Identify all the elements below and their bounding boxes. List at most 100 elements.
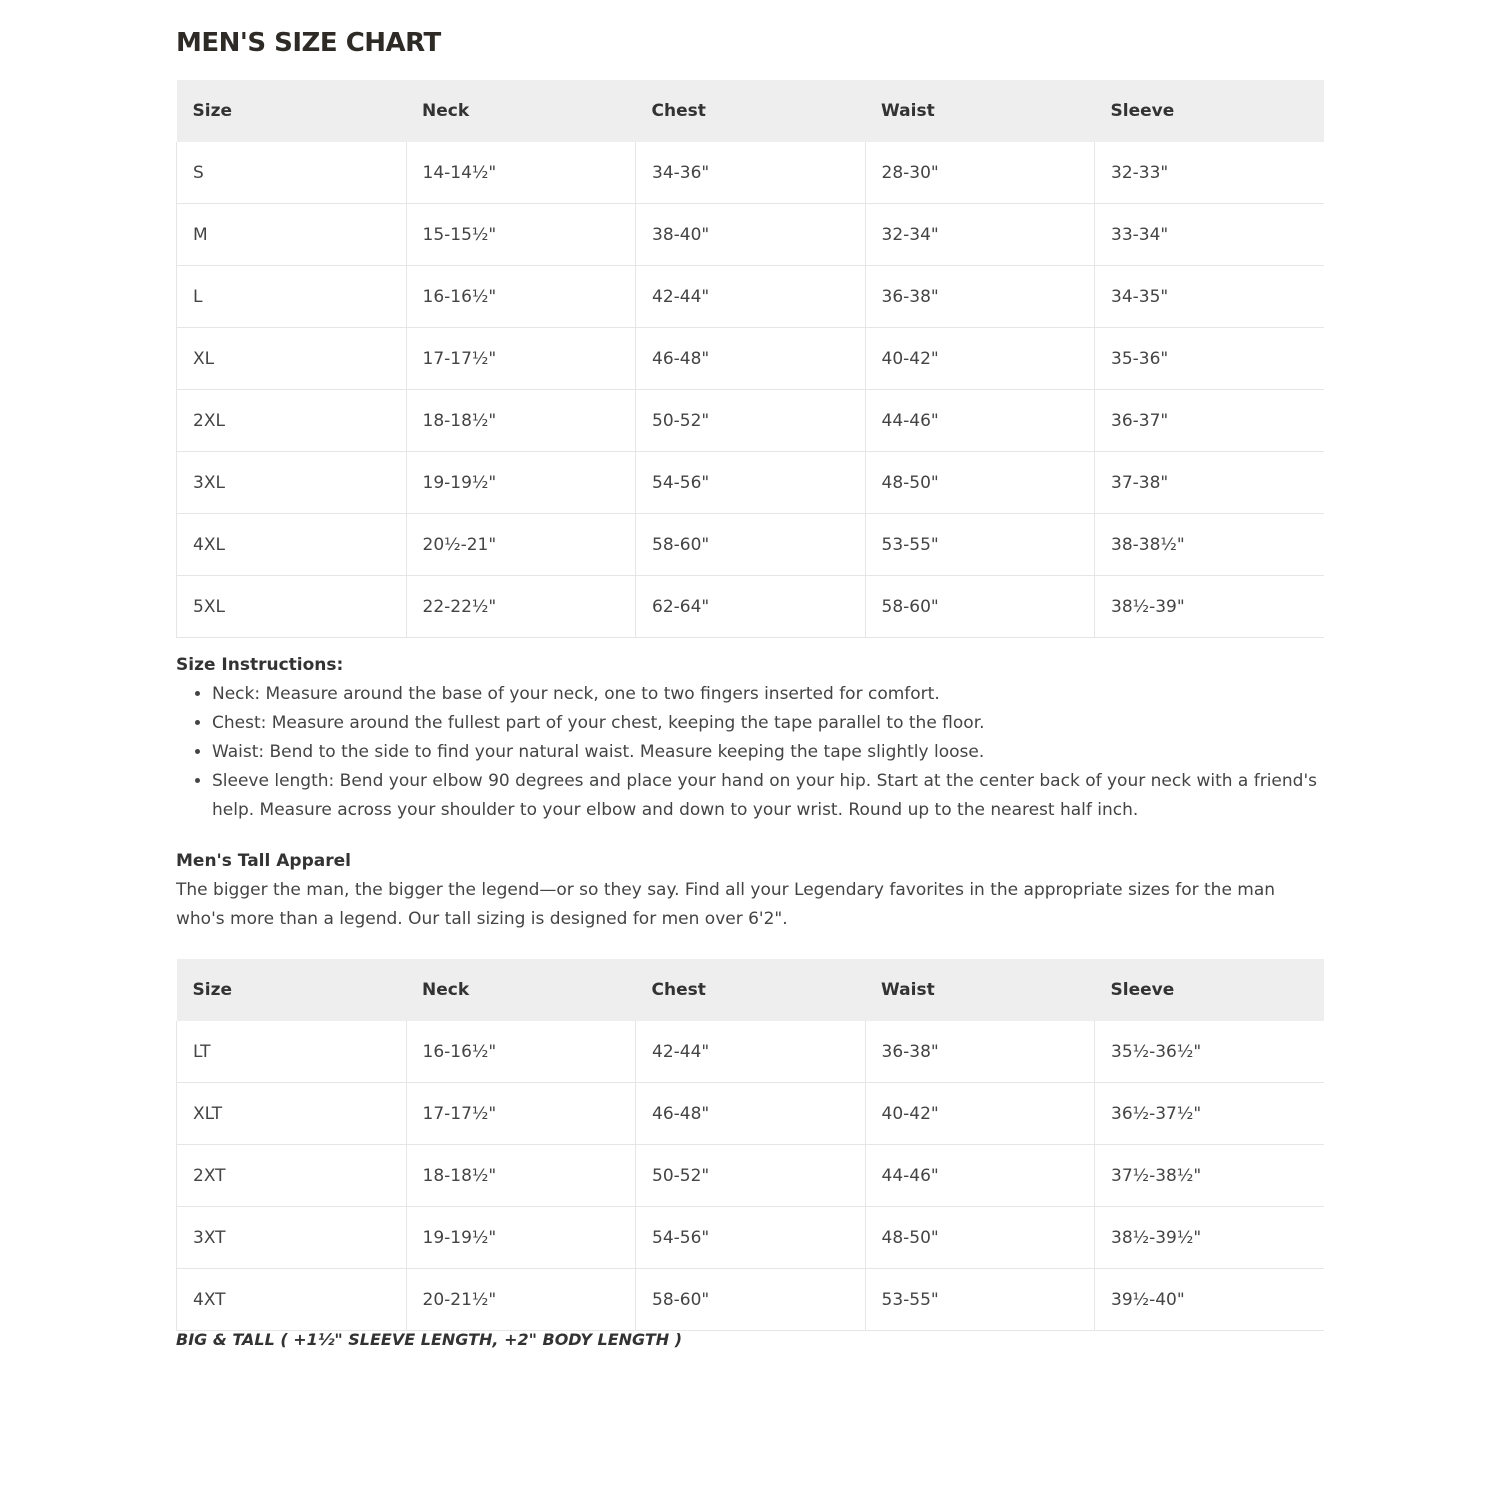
cell-neck: 16-16½" xyxy=(406,265,636,328)
cell-chest: 62-64" xyxy=(635,575,866,638)
cell-waist: 44-46" xyxy=(865,389,1095,452)
cell-neck: 14-14½" xyxy=(406,142,636,204)
column-header-neck: Neck xyxy=(406,80,636,142)
column-header-size: Size xyxy=(176,80,406,142)
size-instructions-list: Neck: Measure around the base of your ne… xyxy=(176,680,1332,825)
cell-size: M xyxy=(176,203,407,266)
cell-sleeve: 38½-39½" xyxy=(1094,1206,1324,1269)
cell-neck: 18-18½" xyxy=(406,1144,636,1207)
cell-waist: 32-34" xyxy=(865,203,1095,266)
cell-neck: 20-21½" xyxy=(406,1268,636,1331)
cell-neck: 17-17½" xyxy=(406,327,636,390)
cell-sleeve: 37-38" xyxy=(1094,451,1324,514)
table-row: 4XT 20-21½" 58-60" 53-55" 39½-40" xyxy=(176,1268,1324,1331)
cell-waist: 48-50" xyxy=(865,1206,1095,1269)
big-tall-footnote: BIG & TALL ( +1½" SLEEVE LENGTH, +2" BOD… xyxy=(176,1330,683,1349)
column-header-chest: Chest xyxy=(635,80,865,142)
cell-neck: 22-22½" xyxy=(406,575,636,638)
cell-waist: 36-38" xyxy=(865,265,1095,328)
cell-chest: 46-48" xyxy=(635,327,866,390)
table-row: 4XL 20½-21" 58-60" 53-55" 38-38½" xyxy=(176,513,1324,576)
cell-neck: 19-19½" xyxy=(406,451,636,514)
column-header-size: Size xyxy=(176,959,406,1021)
column-header-neck: Neck xyxy=(406,959,636,1021)
cell-neck: 18-18½" xyxy=(406,389,636,452)
cell-waist: 40-42" xyxy=(865,1082,1095,1145)
table-row: S 14-14½" 34-36" 28-30" 32-33" xyxy=(176,142,1324,204)
cell-size: XL xyxy=(176,327,407,390)
cell-chest: 42-44" xyxy=(635,1021,866,1083)
cell-size: 4XL xyxy=(176,513,407,576)
cell-neck: 16-16½" xyxy=(406,1021,636,1083)
table-row: M 15-15½" 38-40" 32-34" 33-34" xyxy=(176,203,1324,266)
table-header-row: Size Neck Chest Waist Sleeve xyxy=(176,959,1324,1021)
cell-sleeve: 37½-38½" xyxy=(1094,1144,1324,1207)
instruction-sleeve: Sleeve length: Bend your elbow 90 degree… xyxy=(212,767,1332,825)
cell-chest: 58-60" xyxy=(635,513,866,576)
table-row: 3XL 19-19½" 54-56" 48-50" 37-38" xyxy=(176,451,1324,514)
cell-waist: 36-38" xyxy=(865,1021,1095,1083)
cell-chest: 50-52" xyxy=(635,389,866,452)
cell-size: 5XL xyxy=(176,575,407,638)
cell-waist: 44-46" xyxy=(865,1144,1095,1207)
tall-size-table: Size Neck Chest Waist Sleeve LT 16-16½" 42-44" 3… xyxy=(176,959,1324,1331)
tall-apparel-heading: Men's Tall Apparel xyxy=(176,851,351,871)
cell-size: 2XL xyxy=(176,389,407,452)
cell-chest: 34-36" xyxy=(635,142,866,204)
instruction-neck: Neck: Measure around the base of your ne… xyxy=(212,680,1332,709)
cell-size: 4XT xyxy=(176,1268,407,1331)
cell-sleeve: 35-36" xyxy=(1094,327,1324,390)
cell-chest: 42-44" xyxy=(635,265,866,328)
cell-sleeve: 39½-40" xyxy=(1094,1268,1324,1331)
cell-sleeve: 36½-37½" xyxy=(1094,1082,1324,1145)
table-row: 2XL 18-18½" 50-52" 44-46" 36-37" xyxy=(176,389,1324,452)
cell-chest: 46-48" xyxy=(635,1082,866,1145)
cell-waist: 48-50" xyxy=(865,451,1095,514)
column-header-chest: Chest xyxy=(635,959,865,1021)
table-row: 3XT 19-19½" 54-56" 48-50" 38½-39½" xyxy=(176,1206,1324,1269)
table-row: 2XT 18-18½" 50-52" 44-46" 37½-38½" xyxy=(176,1144,1324,1207)
cell-chest: 54-56" xyxy=(635,451,866,514)
cell-neck: 17-17½" xyxy=(406,1082,636,1145)
cell-size: LT xyxy=(176,1021,407,1083)
size-instructions-heading: Size Instructions: xyxy=(176,655,344,675)
cell-neck: 19-19½" xyxy=(406,1206,636,1269)
cell-size: 2XT xyxy=(176,1144,407,1207)
cell-waist: 58-60" xyxy=(865,575,1095,638)
cell-sleeve: 36-37" xyxy=(1094,389,1324,452)
table-row: XLT 17-17½" 46-48" 40-42" 36½-37½" xyxy=(176,1082,1324,1145)
cell-size: 3XL xyxy=(176,451,407,514)
table-row: LT 16-16½" 42-44" 36-38" 35½-36½" xyxy=(176,1021,1324,1083)
cell-sleeve: 38½-39" xyxy=(1094,575,1324,638)
cell-sleeve: 34-35" xyxy=(1094,265,1324,328)
cell-chest: 58-60" xyxy=(635,1268,866,1331)
cell-waist: 53-55" xyxy=(865,513,1095,576)
cell-waist: 28-30" xyxy=(865,142,1095,204)
cell-size: L xyxy=(176,265,407,328)
page-title: MEN'S SIZE CHART xyxy=(176,28,441,58)
cell-size: 3XT xyxy=(176,1206,407,1269)
cell-sleeve: 33-34" xyxy=(1094,203,1324,266)
table-row: 5XL 22-22½" 62-64" 58-60" 38½-39" xyxy=(176,575,1324,638)
cell-neck: 20½-21" xyxy=(406,513,636,576)
table-header-row: Size Neck Chest Waist Sleeve xyxy=(176,80,1324,142)
column-header-sleeve: Sleeve xyxy=(1094,80,1324,142)
cell-chest: 38-40" xyxy=(635,203,866,266)
instruction-waist: Waist: Bend to the side to find your nat… xyxy=(212,738,1332,767)
table-row: XL 17-17½" 46-48" 40-42" 35-36" xyxy=(176,327,1324,390)
cell-size: S xyxy=(176,142,407,204)
cell-waist: 40-42" xyxy=(865,327,1095,390)
cell-sleeve: 35½-36½" xyxy=(1094,1021,1324,1083)
tall-apparel-text: The bigger the man, the bigger the legen… xyxy=(176,880,1276,929)
cell-waist: 53-55" xyxy=(865,1268,1095,1331)
instruction-chest: Chest: Measure around the fullest part o… xyxy=(212,709,1332,738)
cell-chest: 54-56" xyxy=(635,1206,866,1269)
column-header-sleeve: Sleeve xyxy=(1094,959,1324,1021)
cell-chest: 50-52" xyxy=(635,1144,866,1207)
cell-size: XLT xyxy=(176,1082,407,1145)
regular-size-table: Size Neck Chest Waist Sleeve S 14-14½" 34-36" 28… xyxy=(176,80,1324,638)
table-row: L 16-16½" 42-44" 36-38" 34-35" xyxy=(176,265,1324,328)
column-header-waist: Waist xyxy=(865,80,1095,142)
cell-neck: 15-15½" xyxy=(406,203,636,266)
cell-sleeve: 38-38½" xyxy=(1094,513,1324,576)
